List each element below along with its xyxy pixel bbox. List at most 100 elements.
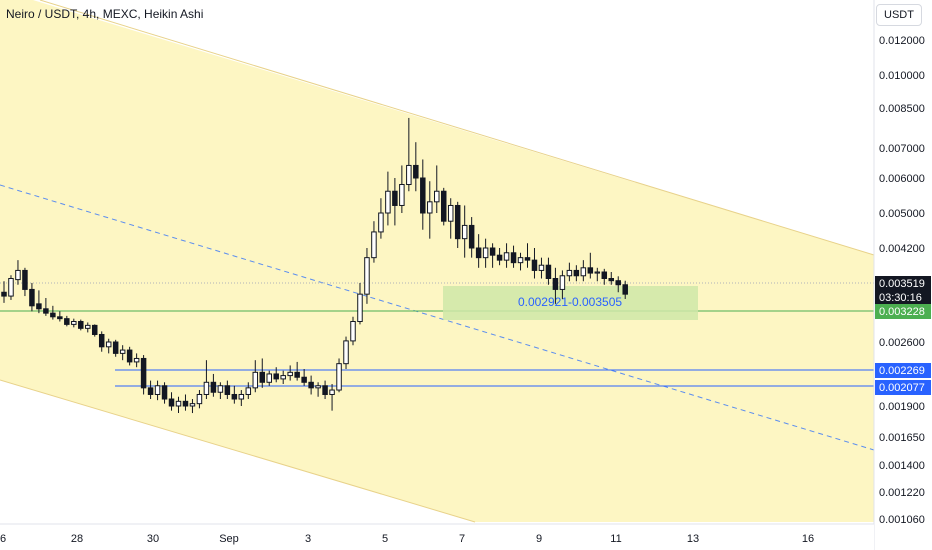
price-tick-label: 0.005000 — [879, 208, 925, 220]
green-level-tag: 0.003228 — [875, 304, 931, 319]
candle — [238, 390, 245, 406]
candle-body — [252, 371, 259, 389]
candle-body — [594, 271, 601, 274]
candle-body — [517, 257, 524, 264]
candle — [601, 268, 608, 285]
candle — [15, 260, 21, 285]
candle-body — [308, 381, 314, 389]
currency-button[interactable]: USDT — [876, 4, 922, 26]
candle-body — [336, 363, 342, 391]
candle — [1, 281, 7, 303]
candle — [385, 171, 391, 226]
candle — [224, 380, 231, 400]
candle-body — [413, 164, 419, 179]
candle-body — [217, 385, 224, 393]
candle — [280, 370, 286, 385]
candle-body — [447, 204, 454, 222]
candle-body — [71, 320, 77, 325]
candle — [594, 267, 601, 282]
candle — [168, 392, 175, 411]
price-tick-label: 0.004200 — [879, 243, 925, 255]
target-zone[interactable] — [443, 286, 698, 320]
candle-body — [496, 254, 503, 261]
candle — [489, 243, 496, 268]
candle-body — [8, 277, 14, 297]
candle — [266, 370, 272, 386]
candle-body — [454, 204, 461, 240]
candle-body — [503, 252, 510, 261]
candle-body — [608, 277, 615, 282]
candle — [133, 353, 140, 368]
time-tick-label: Sep — [219, 533, 239, 545]
candle — [22, 267, 28, 297]
candle-body — [399, 184, 405, 206]
candle-body — [531, 259, 538, 271]
candle — [468, 217, 475, 258]
candle — [503, 243, 510, 268]
time-tick-label: 6 — [0, 533, 6, 545]
candle — [545, 257, 552, 285]
candle-body — [378, 212, 384, 233]
candle-body — [371, 231, 377, 259]
candle-body — [294, 371, 300, 378]
candle-body — [301, 376, 307, 383]
candle — [371, 221, 377, 263]
candle — [517, 252, 524, 271]
channel-upper-line — [39, 0, 875, 256]
candle-body — [29, 288, 35, 307]
candle-body — [489, 247, 496, 256]
candle-body — [420, 177, 426, 214]
candle — [427, 181, 433, 239]
candle — [357, 282, 363, 325]
candle-body — [105, 341, 112, 348]
candle-body — [189, 403, 196, 407]
candle — [210, 373, 217, 397]
candle-body — [245, 387, 252, 395]
candle-body — [552, 277, 559, 290]
channel-fill — [0, 0, 874, 522]
candle-body — [350, 320, 356, 342]
candle — [406, 117, 412, 192]
time-tick-label: 7 — [459, 533, 465, 545]
candle-body — [545, 264, 552, 279]
time-tick-label: 28 — [71, 533, 83, 545]
candle-body — [580, 267, 587, 277]
candle — [434, 165, 440, 213]
candle — [154, 380, 161, 401]
candle-body — [622, 284, 628, 295]
price-tick-label: 0.001650 — [879, 432, 925, 444]
candle — [392, 178, 398, 226]
candle — [447, 198, 454, 239]
candle — [538, 257, 545, 279]
candle-body — [168, 398, 175, 407]
price-tick-label: 0.007000 — [879, 143, 925, 155]
candle — [78, 319, 84, 331]
channel-lower-line — [0, 379, 476, 523]
target-zone-label: 0.002921-0.003505 — [518, 295, 622, 309]
candle — [175, 396, 182, 414]
candle — [559, 270, 566, 299]
candle — [482, 238, 489, 268]
candle-body — [329, 389, 335, 395]
candle — [98, 331, 105, 352]
candle-body — [203, 381, 210, 395]
countdown-tag: 03:30:16 — [875, 290, 931, 305]
candle-body — [57, 316, 63, 320]
price-tick-label: 0.001400 — [879, 460, 925, 472]
candle-body — [287, 371, 293, 377]
candle-body — [161, 385, 168, 400]
candle — [308, 375, 314, 395]
price-tick-label: 0.001220 — [879, 487, 925, 499]
candle — [8, 275, 14, 300]
candle-body — [133, 357, 140, 363]
candle — [252, 360, 259, 393]
candle-body — [210, 381, 217, 393]
candle — [566, 262, 573, 282]
candle-body — [280, 375, 286, 380]
candle — [336, 358, 342, 393]
candle-body — [266, 373, 272, 383]
candle — [259, 358, 266, 388]
support-lower-tag: 0.002077 — [875, 380, 931, 395]
